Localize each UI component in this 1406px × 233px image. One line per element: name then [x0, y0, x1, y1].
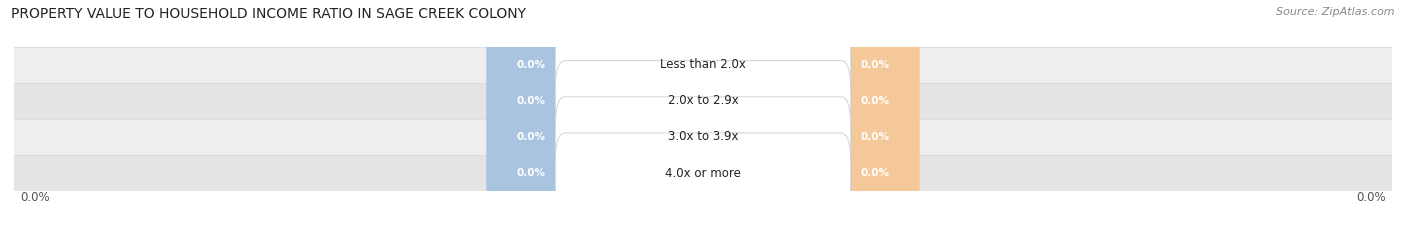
- Text: 0.0%: 0.0%: [516, 132, 546, 142]
- FancyBboxPatch shape: [831, 61, 920, 141]
- FancyBboxPatch shape: [831, 133, 920, 213]
- Text: 0.0%: 0.0%: [860, 132, 890, 142]
- FancyBboxPatch shape: [555, 97, 851, 177]
- Bar: [14, 47, 1392, 83]
- Text: 0.0%: 0.0%: [516, 60, 546, 70]
- Text: Source: ZipAtlas.com: Source: ZipAtlas.com: [1277, 7, 1395, 17]
- Text: 0.0%: 0.0%: [860, 96, 890, 106]
- FancyBboxPatch shape: [555, 61, 851, 141]
- Text: 0.0%: 0.0%: [860, 168, 890, 178]
- FancyBboxPatch shape: [555, 24, 851, 105]
- Bar: [14, 119, 1392, 155]
- Text: 4.0x or more: 4.0x or more: [665, 167, 741, 179]
- FancyBboxPatch shape: [831, 24, 920, 105]
- Text: 0.0%: 0.0%: [20, 191, 51, 204]
- Text: 0.0%: 0.0%: [1355, 191, 1386, 204]
- Text: PROPERTY VALUE TO HOUSEHOLD INCOME RATIO IN SAGE CREEK COLONY: PROPERTY VALUE TO HOUSEHOLD INCOME RATIO…: [11, 7, 526, 21]
- Text: 0.0%: 0.0%: [516, 168, 546, 178]
- FancyBboxPatch shape: [486, 24, 575, 105]
- Text: 2.0x to 2.9x: 2.0x to 2.9x: [668, 94, 738, 107]
- Bar: [14, 155, 1392, 191]
- FancyBboxPatch shape: [486, 61, 575, 141]
- Text: 0.0%: 0.0%: [860, 60, 890, 70]
- Text: Less than 2.0x: Less than 2.0x: [659, 58, 747, 71]
- Text: 3.0x to 3.9x: 3.0x to 3.9x: [668, 130, 738, 143]
- FancyBboxPatch shape: [486, 133, 575, 213]
- FancyBboxPatch shape: [555, 133, 851, 213]
- FancyBboxPatch shape: [831, 97, 920, 177]
- FancyBboxPatch shape: [486, 97, 575, 177]
- Text: 0.0%: 0.0%: [516, 96, 546, 106]
- Bar: [14, 83, 1392, 119]
